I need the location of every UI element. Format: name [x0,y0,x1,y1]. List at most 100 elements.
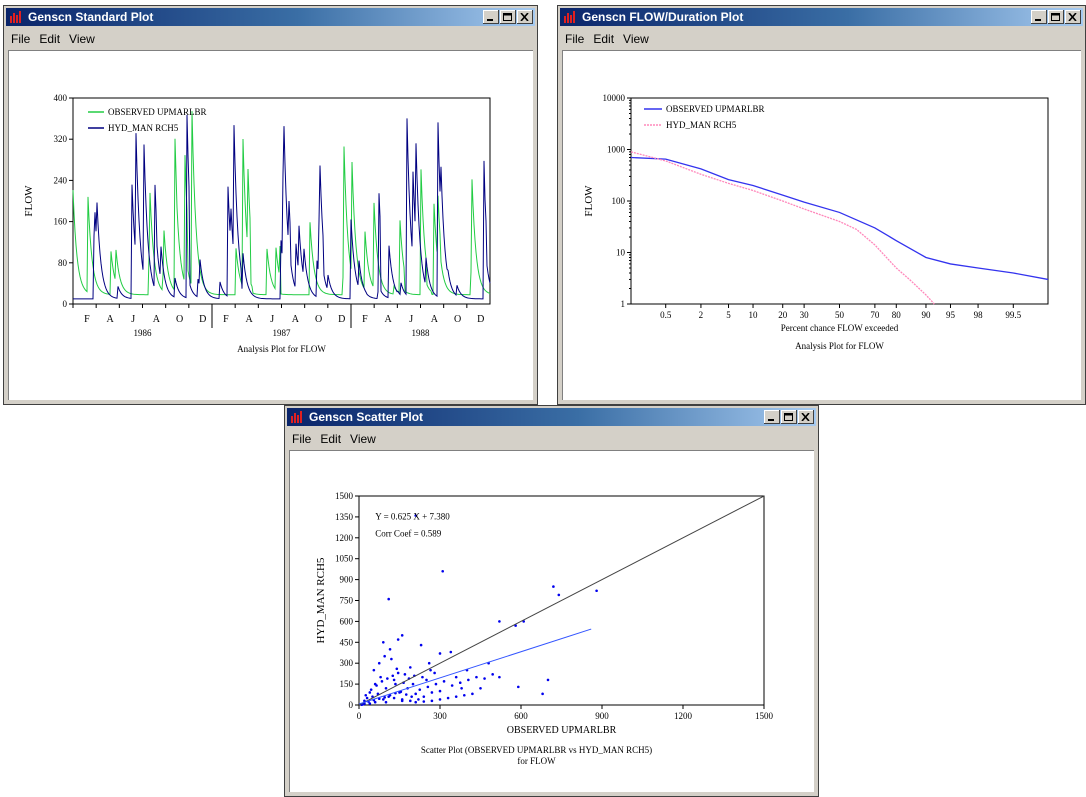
menu-edit[interactable]: Edit [320,432,342,446]
scatter-point [557,593,561,597]
scatter-point [380,680,384,683]
y-tick-label: 600 [340,616,354,626]
scatter-point [467,678,470,682]
scatter-point [430,699,434,703]
scatter-point [368,691,372,694]
x-tick-label: 99.5 [1005,310,1021,320]
y-tick-label: 750 [340,596,354,606]
duration-plot-titlebar[interactable]: Genscn FLOW/Duration Plot [560,8,1083,26]
x-tick-label: 10 [749,310,759,320]
scatter-point [394,682,397,686]
x-tick-label: 50 [835,310,845,320]
y-tick-label: 160 [54,217,68,227]
scatter-point [475,675,478,679]
scatter-point [595,589,598,593]
maximize-button[interactable] [781,410,797,424]
scatter-plot-window: Genscn Scatter Plot File Edit View 0 150 300… [284,405,819,797]
standard-plot-titlebar[interactable]: Genscn Standard Plot [6,8,535,26]
y-tick-label: 10 [616,248,626,258]
x-tick-label: 1200 [674,711,693,721]
scatter-point [422,700,426,703]
menu-view[interactable]: View [69,32,95,46]
scatter-point [517,685,520,689]
standard-plot-area: OBSERVED UPMARLBR HYD_MAN RCH5 0 80 160 240 3… [8,50,533,400]
x-month-label: A [292,314,300,325]
maximize-button[interactable] [1048,10,1064,24]
close-button[interactable] [1065,10,1081,24]
duration-chart: 1 10 100 1000 10000 FLOW 0.5 2 5 10 20 30 50 70 80 90 95… [583,93,1049,351]
x-axis-label: OBSERVED UPMARLBR [507,725,617,736]
scatter-point [386,677,389,680]
x-month-label: A [245,314,253,325]
x-year-label: 1986 [134,328,153,338]
y-axis-label: HYD_MAN RCH5 [315,557,327,643]
close-button[interactable] [798,410,814,424]
y-tick-label: 1350 [335,512,354,522]
legend-label: OBSERVED UPMARLBR [666,104,765,114]
menu-edit[interactable]: Edit [39,32,61,46]
legend-label: OBSERVED UPMARLBR [108,107,207,117]
x-tick-label: 0 [357,711,362,721]
scatter-point [365,696,369,700]
scatter-point [442,680,446,683]
y-tick-label: 900 [340,575,354,585]
scatter-point [382,698,385,701]
scatter-point [395,667,399,671]
scatter-point [411,682,415,686]
y-axis-label: FLOW [583,185,595,217]
scatter-point [454,695,458,698]
x-tick-label: 70 [870,310,880,320]
scatter-point [409,699,412,703]
maximize-button[interactable] [500,10,516,24]
scatter-point [441,569,444,573]
scatter-point [438,652,442,655]
chart-title: Scatter Plot (OBSERVED UPMARLBR vs HYD_M… [421,745,652,755]
scatter-point [458,681,462,685]
y-tick-label: 1000 [607,145,626,155]
scatter-point [430,691,434,694]
x-month-label: D [199,314,206,325]
series-line-observed [630,156,1049,281]
y-tick-label: 320 [54,134,68,144]
scatter-point [421,675,424,679]
duration-plot-window: Genscn FLOW/Duration Plot File Edit View 1… [557,5,1086,405]
scatter-point [369,688,373,691]
y-tick-label: 450 [340,637,354,647]
x-month-label: F [223,314,229,325]
x-tick-label: 20 [778,310,788,320]
menu-view[interactable]: View [623,32,649,46]
x-month-label: O [454,314,461,325]
menu-bar: File Edit View [7,30,100,48]
chart-title: Analysis Plot for FLOW [237,344,326,354]
scatter-point [377,661,381,665]
window-title: Genscn FLOW/Duration Plot [582,10,744,24]
x-month-label: F [362,314,368,325]
minimize-button[interactable] [483,10,499,24]
one-to-one-line [358,495,765,706]
scatter-point [418,688,422,691]
minimize-button[interactable] [764,410,780,424]
menu-file[interactable]: File [11,32,31,46]
genscn-app-icon [10,11,21,23]
x-month-label: A [384,314,392,325]
window-title: Genscn Scatter Plot [309,410,424,424]
close-button[interactable] [517,10,533,24]
regression-equation: Y = 0.625 X + 7.380 [375,512,450,522]
menu-file[interactable]: File [292,432,312,446]
scatter-point [383,654,386,658]
x-month-label: O [176,314,183,325]
minimize-button[interactable] [1031,10,1047,24]
scatter-point [460,686,463,690]
x-month-label: A [431,314,439,325]
menu-view[interactable]: View [350,432,376,446]
scatter-plot-titlebar[interactable]: Genscn Scatter Plot [287,408,816,426]
menu-edit[interactable]: Edit [593,32,615,46]
y-tick-label: 400 [54,93,68,103]
x-tick-label: 900 [595,711,609,721]
y-tick-label: 1 [621,299,626,309]
menu-file[interactable]: File [565,32,585,46]
series-line-hyd [630,151,935,305]
scatter-point [400,634,404,637]
menu-bar: File Edit View [288,430,381,448]
x-month-label: J [409,314,413,325]
